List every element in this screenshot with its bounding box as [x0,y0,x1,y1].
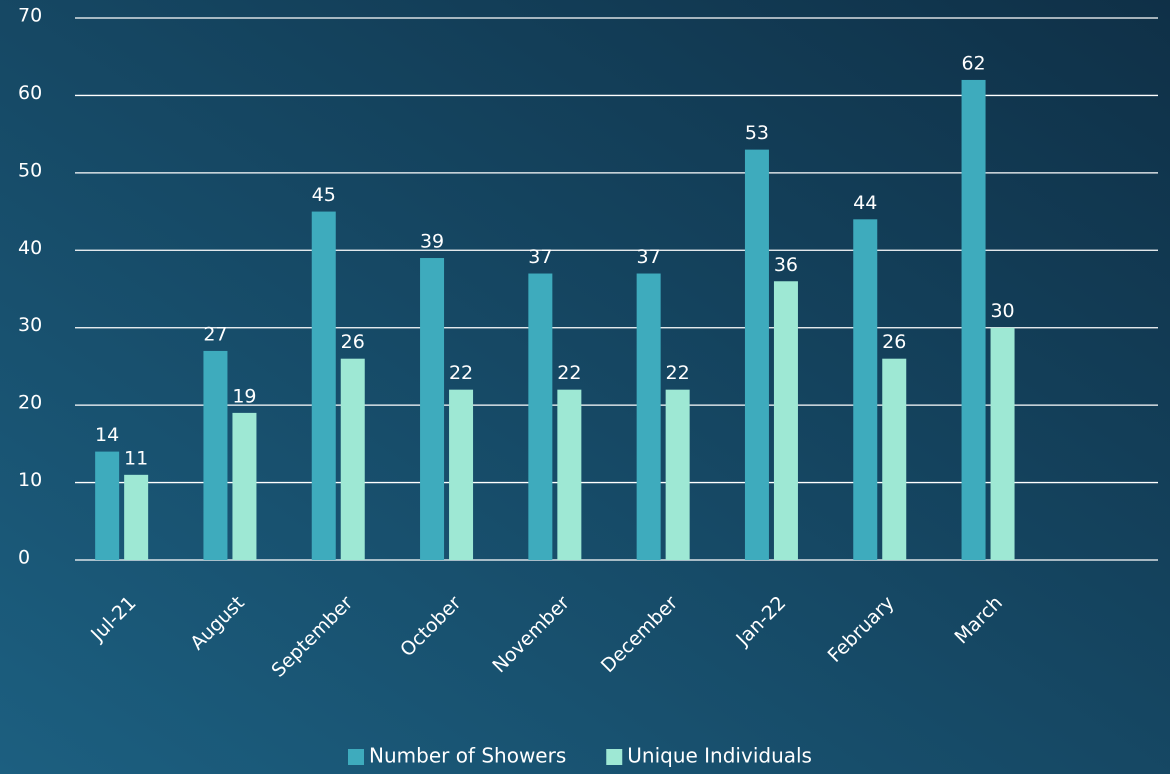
bar [95,451,120,560]
data-label: 26 [341,331,365,353]
bar [232,412,257,560]
data-label: 19 [232,385,256,407]
bar [420,258,445,560]
bar [557,389,582,560]
legend-label: Number of Showers [369,744,566,768]
data-label: 37 [637,246,661,268]
data-label: 53 [745,122,769,144]
data-label: 30 [990,300,1014,322]
legend-label: Unique Individuals [627,744,812,768]
data-label: 36 [774,254,798,276]
data-label: 27 [203,323,227,345]
y-tick-label: 0 [18,547,30,569]
bar [449,389,474,560]
y-tick-label: 40 [18,237,42,259]
data-label: 39 [420,231,444,253]
bar [124,474,149,560]
bar [636,273,661,560]
bar [340,358,365,560]
y-tick-label: 50 [18,159,42,181]
bar [882,358,907,560]
y-tick-label: 10 [18,469,42,491]
legend-swatch [606,749,623,765]
y-tick-label: 30 [18,314,42,336]
y-tick-label: 70 [18,5,42,27]
data-label: 22 [666,362,690,384]
legend-swatch [348,749,364,765]
data-label: 22 [449,362,473,384]
bar [961,79,986,560]
data-label: 62 [961,52,985,74]
bar [990,327,1015,560]
data-label: 11 [124,447,148,469]
data-label: 45 [312,184,336,206]
y-tick-label: 60 [18,82,42,104]
data-label: 22 [557,362,581,384]
data-label: 14 [95,424,119,446]
bar [853,219,878,561]
data-label: 37 [528,246,552,268]
bar [528,273,553,560]
y-tick-label: 20 [18,392,42,414]
bar [665,389,690,560]
bar [744,149,769,560]
data-label: 44 [853,192,877,214]
bar [311,211,336,561]
data-label: 26 [882,331,906,353]
bar [773,281,798,560]
bar [203,350,228,560]
